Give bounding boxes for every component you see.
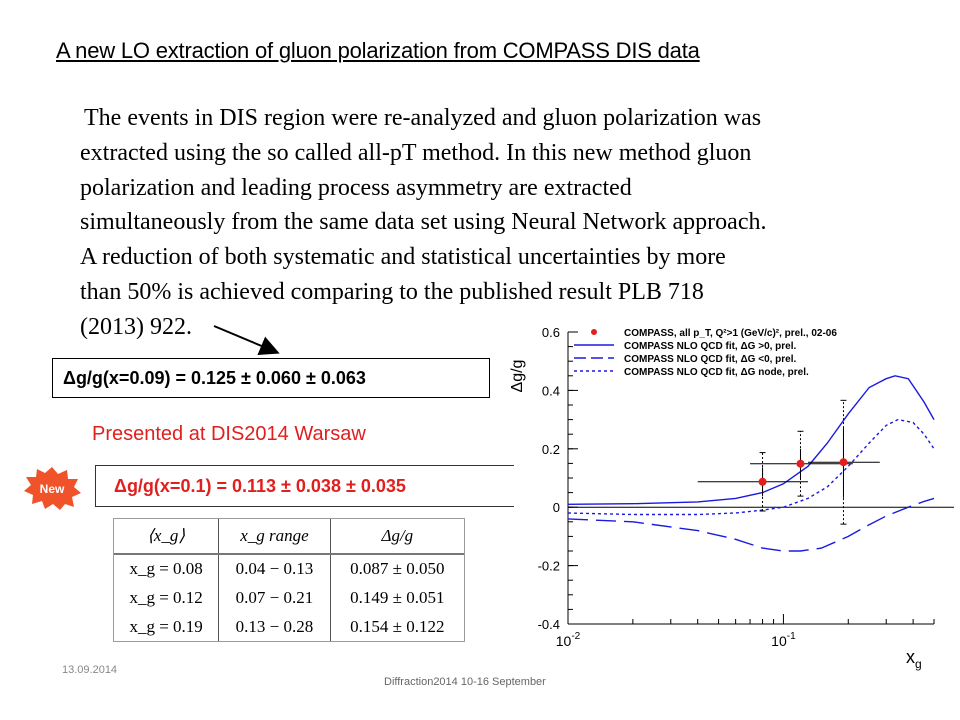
body-line: (2013) 922. [80,313,192,340]
fit-curve-dotted [567,418,935,516]
table-cell: x_g = 0.19 [114,612,220,641]
table-cell: 0.07 − 0.21 [218,583,331,613]
table-header: Δg/g [330,519,464,555]
legend-entry: COMPASS NLO QCD fit, ΔG node, prel. [624,367,809,378]
table-row: x_g = 0.19 0.13 − 0.28 0.154 ± 0.122 [114,612,464,641]
result-new-box: Δg/g(x=0.1) = 0.113 ± 0.038 ± 0.035 [95,465,514,507]
slide-footer: Diffraction2014 10-16 September [384,676,546,688]
y-tick-label: -0.2 [538,559,560,574]
table-header: ⟨x_g⟩ [114,519,220,555]
table-cell: 0.04 − 0.13 [218,554,331,584]
presented-note: Presented at DIS2014 Warsaw [92,423,366,445]
delta-g-plot: 0.6 0.4 0.2 0 -0.2 -0.410-2 10-1 COMPASS, all … [509,325,954,671]
slide-date: 13.09.2014 [62,664,118,676]
fit-curve-solid [567,375,935,505]
table-header: x_g range [218,519,331,555]
legend-entry: COMPASS NLO QCD fit, ΔG <0, prel. [624,354,797,365]
result-old-box: Δg/g(x=0.09) = 0.125 ± 0.060 ± 0.063 [52,358,490,398]
y-tick-label: 0.4 [542,383,560,398]
data-point [758,477,767,486]
data-point [839,458,848,467]
y-tick-label: 0 [553,500,560,515]
table-cell: 0.13 − 0.28 [218,612,331,641]
body-paragraph: The events in DIS region were re-analyze… [80,101,767,345]
x-axis-label: xg [906,647,922,671]
pointer-arrow [213,325,280,356]
y-tick-label: 0.2 [542,442,560,457]
new-badge-icon: New [24,467,81,510]
body-line: The events in DIS region were re-analyze… [84,105,762,131]
table-cell: x_g = 0.08 [114,554,220,584]
slide-title: A new LO extraction of gluon polarizatio… [56,38,700,63]
y-tick-label: -0.4 [538,617,560,632]
legend-entry: COMPASS NLO QCD fit, ΔG >0, prel. [624,341,797,352]
body-line: A reduction of both systematic and stati… [80,244,726,271]
table-row: x_g = 0.12 0.07 − 0.21 0.149 ± 0.051 [114,583,464,613]
body-line: than 50% is achieved comparing to the pu… [80,278,704,305]
table-cell: 0.149 ± 0.051 [350,588,445,608]
table-cell: 0.154 ± 0.122 [350,616,445,636]
results-table: ⟨x_g⟩ x_g range Δg/g x_g = 0.08 0.04 − 0… [113,518,465,642]
legend-entry: COMPASS, all p_T, Q²>1 (GeV/c)², prel., … [624,328,837,339]
body-line: simultaneously from the same data set us… [80,209,767,236]
x-tick-label: 10-1 [771,631,796,649]
legend-marker-data [591,329,597,335]
table-header-row: ⟨x_g⟩ x_g range Δg/g [114,519,464,555]
y-tick-label: 0.6 [542,325,560,340]
table-row: x_g = 0.08 0.04 − 0.13 0.087 ± 0.050 [114,554,464,584]
table-cell: x_g = 0.12 [114,583,220,613]
fit-curve-dashed [567,497,935,552]
data-point [796,459,805,468]
new-badge-label: New [40,482,65,496]
body-line: polarization and leading process asymmet… [80,174,632,201]
y-axis-label: Δg/g [509,360,526,393]
table-cell: 0.087 ± 0.050 [350,559,445,579]
body-line: extracted using the so called all-pT met… [80,139,752,166]
x-tick-label: 10-2 [556,631,581,649]
